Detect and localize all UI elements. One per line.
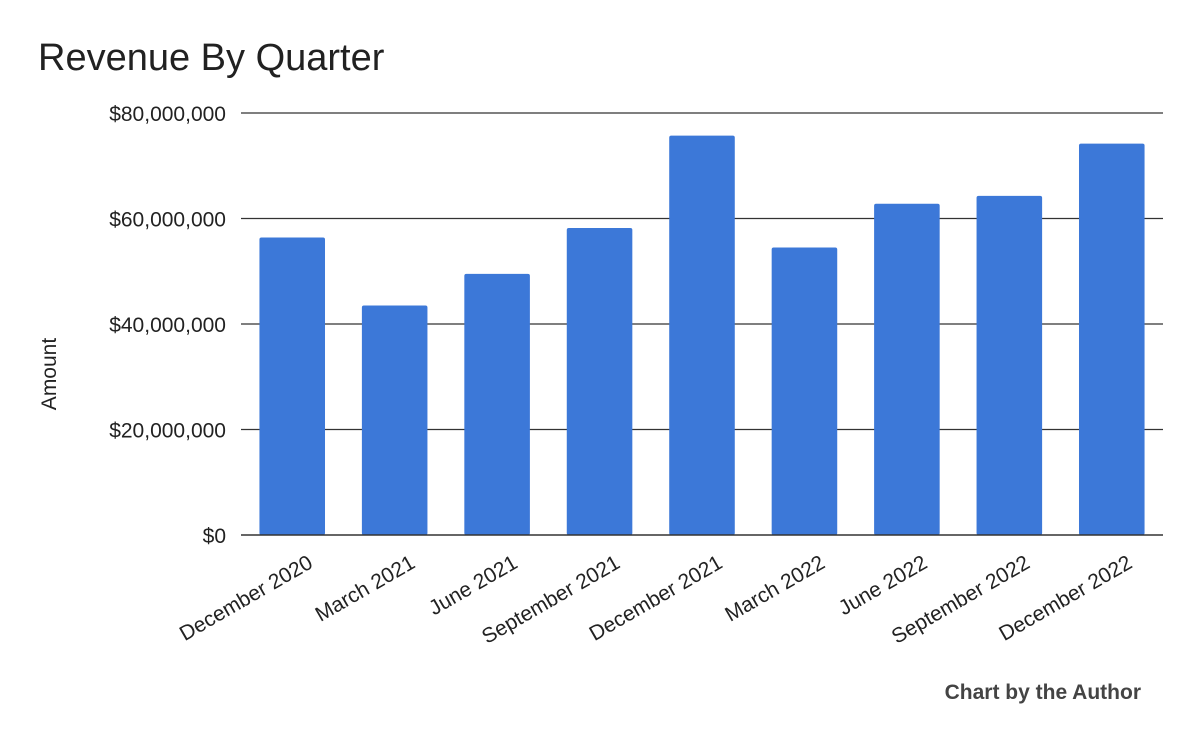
- chart-title: Revenue By Quarter: [38, 37, 385, 79]
- bar-4: [669, 135, 735, 535]
- y-axis-ticks: $0 $20,000,000 $40,000,000 $60,000,000 $80,0…: [109, 103, 226, 548]
- y-tick-label: $40,000,000: [109, 314, 226, 337]
- bar-1: [361, 305, 428, 535]
- y-tick-label: $80,000,000: [109, 103, 226, 126]
- y-tick-label: $60,000,000: [109, 209, 226, 232]
- y-axis-title: Amount: [38, 338, 61, 411]
- bars: [259, 135, 1145, 536]
- bar-8: [1078, 143, 1145, 535]
- bar-5: [771, 247, 838, 535]
- bar-2: [464, 273, 530, 535]
- bar-0: [259, 237, 326, 536]
- x-tick-label: December 2020: [176, 551, 317, 646]
- x-tick-label: June 2022: [835, 551, 931, 620]
- chart-credit: Chart by the Author: [945, 681, 1141, 704]
- bar-6: [874, 203, 940, 536]
- x-tick-label: March 2021: [311, 551, 419, 626]
- y-tick-label: $20,000,000: [109, 420, 226, 443]
- x-tick-label: June 2021: [425, 551, 521, 620]
- bar-7: [976, 195, 1043, 535]
- y-tick-label: $0: [203, 525, 226, 548]
- bar-3: [566, 227, 633, 535]
- x-tick-label: March 2022: [721, 551, 829, 626]
